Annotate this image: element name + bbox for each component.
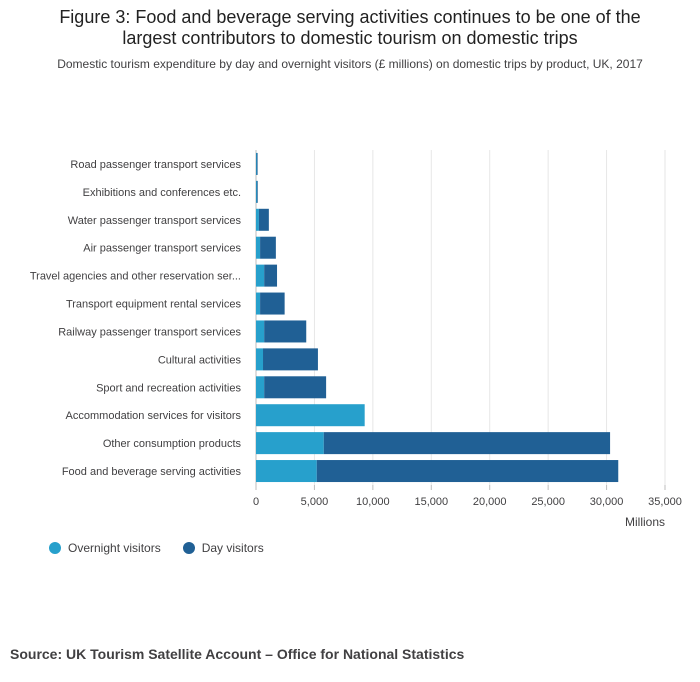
chart-title-line-1: Figure 3: Food and beverage serving acti… [59,7,641,27]
category-label: Food and beverage serving activities [62,466,242,478]
x-tick-label: 5,000 [301,496,329,508]
bar-day[interactable] [258,208,269,231]
source-note: Source: UK Tourism Satellite Account – O… [10,646,465,662]
category-label: Road passenger transport services [70,159,241,171]
legend-swatch-overnight [49,542,61,554]
category-label: Accommodation services for visitors [66,410,242,422]
bar-day[interactable] [256,152,258,175]
bar-overnight[interactable] [256,292,261,315]
bar-day[interactable] [264,264,278,287]
bar-overnight[interactable] [256,432,324,455]
bar-overnight[interactable] [256,376,265,399]
legend-label-day: Day visitors [201,541,264,555]
bar-overnight[interactable] [256,236,261,259]
x-tick-label: 0 [253,496,259,508]
chart-legend: Overnight visitors Day visitors [49,541,286,555]
bar-day[interactable] [264,320,307,343]
category-label: Other consumption products [103,438,242,450]
bar-day[interactable] [316,460,619,483]
x-tick-label: 25,000 [531,496,565,508]
category-label: Travel agencies and other reservation se… [30,271,241,283]
chart-subtitle: Domestic tourism expenditure by day and … [57,57,643,71]
category-label: Sport and recreation activities [96,382,241,394]
chart-title-line-2: largest contributors to domestic tourism… [122,28,578,48]
legend-item-overnight[interactable]: Overnight visitors [49,541,161,555]
bar-overnight[interactable] [256,404,365,427]
x-tick-label: 20,000 [473,496,507,508]
bar-overnight[interactable] [256,264,265,287]
category-label: Transport equipment rental services [66,299,242,311]
category-label: Railway passenger transport services [58,326,241,338]
bar-day[interactable] [260,292,285,315]
x-tick-label: 15,000 [414,496,448,508]
bar-overnight[interactable] [256,348,264,371]
legend-label-overnight: Overnight visitors [68,541,161,555]
x-tick-label: 10,000 [356,496,390,508]
bar-day[interactable] [260,236,276,259]
bar-overnight[interactable] [256,460,317,483]
bar-overnight[interactable] [256,180,257,203]
bar-day[interactable] [323,432,611,455]
chart-title: Figure 3: Food and beverage serving acti… [0,7,700,49]
bar-day[interactable] [264,376,327,399]
x-tick-label: 30,000 [590,496,624,508]
bar-overnight[interactable] [256,208,259,231]
x-tick-label: 35,000 [648,496,682,508]
category-label: Exhibitions and conferences etc. [83,187,241,199]
category-label: Cultural activities [158,354,242,366]
legend-item-day[interactable]: Day visitors [182,541,264,555]
x-axis-label: Millions [625,515,665,529]
bar-overnight[interactable] [256,152,257,175]
legend-swatch-day [182,542,195,554]
bar-day[interactable] [256,180,258,203]
bar-overnight[interactable] [256,320,265,343]
bar-day[interactable] [263,348,318,371]
category-label: Water passenger transport services [68,215,242,227]
category-label: Air passenger transport services [83,243,241,255]
